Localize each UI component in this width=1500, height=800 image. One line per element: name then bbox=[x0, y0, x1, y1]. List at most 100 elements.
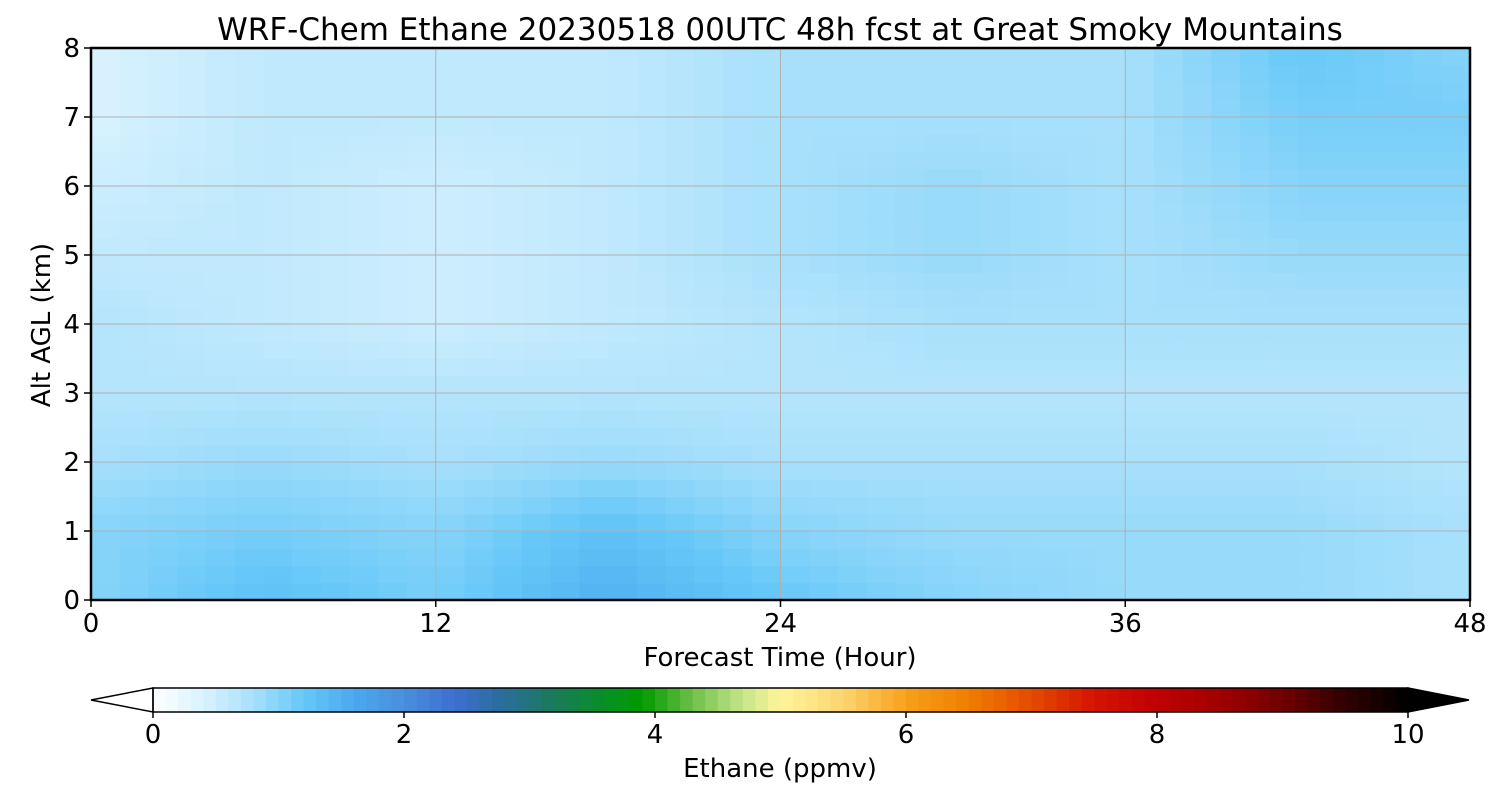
heatmap-cell bbox=[1268, 444, 1299, 463]
heatmap-cell bbox=[665, 375, 695, 394]
heatmap-cell bbox=[263, 134, 293, 153]
heatmap-cell bbox=[866, 65, 897, 84]
heatmap-cell bbox=[177, 427, 207, 446]
heatmap-cell bbox=[349, 82, 379, 101]
heatmap-cell bbox=[694, 531, 724, 549]
heatmap-cell bbox=[1182, 203, 1213, 222]
colorbar-segment bbox=[843, 688, 857, 712]
heatmap-cell bbox=[263, 82, 293, 101]
heatmap-cell bbox=[1125, 565, 1155, 584]
heatmap-cell bbox=[493, 203, 523, 222]
heatmap-cell bbox=[1326, 168, 1356, 187]
heatmap-cell bbox=[1067, 444, 1098, 463]
heatmap-cell bbox=[493, 255, 523, 273]
heatmap-cell bbox=[407, 531, 437, 549]
heatmap-cell bbox=[521, 306, 552, 325]
heatmap-cell bbox=[234, 444, 264, 463]
heatmap-cell bbox=[981, 513, 1011, 532]
heatmap-cell bbox=[1153, 565, 1184, 584]
heatmap-cell bbox=[1240, 410, 1270, 429]
heatmap-cell bbox=[1383, 444, 1414, 463]
heatmap-cell bbox=[1240, 427, 1270, 446]
heatmap-cell bbox=[1010, 393, 1040, 411]
heatmap-cell bbox=[579, 479, 609, 498]
heatmap-cell bbox=[809, 237, 839, 256]
heatmap-cell bbox=[1240, 134, 1270, 153]
colorbar-segment bbox=[1219, 688, 1233, 712]
heatmap-cell bbox=[234, 220, 264, 239]
heatmap-cell bbox=[1096, 582, 1126, 601]
heatmap-cell bbox=[1240, 479, 1270, 498]
heatmap-cell bbox=[1268, 48, 1299, 66]
heatmap-cell bbox=[1326, 462, 1356, 480]
heatmap-cell bbox=[866, 168, 897, 187]
heatmap-cell bbox=[952, 65, 983, 84]
heatmap-cell bbox=[1412, 582, 1442, 601]
heatmap-cell bbox=[464, 82, 494, 101]
heatmap-cell bbox=[493, 496, 523, 515]
heatmap-cell bbox=[1182, 496, 1213, 515]
grid-lines bbox=[91, 48, 1470, 600]
heatmap-cell bbox=[780, 48, 810, 66]
heatmap-cell bbox=[952, 375, 983, 394]
heatmap-cell bbox=[981, 444, 1011, 463]
heatmap-cell bbox=[608, 548, 638, 567]
heatmap-cell bbox=[837, 255, 868, 273]
heatmap-cell bbox=[924, 393, 954, 411]
heatmap-cell bbox=[1153, 306, 1184, 325]
heatmap-cell bbox=[579, 255, 609, 273]
heatmap-cell bbox=[91, 306, 121, 325]
heatmap-cell bbox=[952, 393, 983, 411]
heatmap-cell bbox=[1240, 324, 1270, 342]
heatmap-cell bbox=[1326, 82, 1356, 101]
heatmap-cell bbox=[1326, 272, 1356, 291]
colorbar-segment bbox=[153, 688, 167, 712]
heatmap-cell bbox=[1096, 548, 1126, 567]
heatmap-cell bbox=[521, 272, 552, 291]
heatmap-cell bbox=[1182, 375, 1213, 394]
heatmap-cell bbox=[1096, 427, 1126, 446]
heatmap-cell bbox=[665, 582, 695, 601]
heatmap-cell bbox=[1383, 237, 1414, 256]
colorbar-segment bbox=[228, 688, 242, 712]
heatmap-cell bbox=[521, 479, 552, 498]
heatmap-cell bbox=[435, 341, 466, 360]
heatmap-cell bbox=[263, 358, 293, 377]
heatmap-cell bbox=[866, 99, 897, 118]
heatmap-cell bbox=[809, 393, 839, 411]
heatmap-cell bbox=[1326, 479, 1356, 498]
heatmap-cell bbox=[263, 255, 293, 273]
heatmap-cell bbox=[148, 324, 178, 342]
heatmap-cell bbox=[895, 410, 925, 429]
heatmap-cell bbox=[435, 393, 466, 411]
heatmap-cell bbox=[378, 410, 408, 429]
heatmap-cell bbox=[493, 48, 523, 66]
heatmap-cell bbox=[981, 237, 1011, 256]
heatmap-cell bbox=[866, 48, 897, 66]
heatmap-cell bbox=[1441, 168, 1471, 187]
heatmap-cell bbox=[1211, 444, 1241, 463]
heatmap-cell bbox=[608, 565, 638, 584]
heatmap-cell bbox=[1441, 272, 1471, 291]
heatmap-cell bbox=[1383, 220, 1414, 239]
heatmap-cell bbox=[1153, 513, 1184, 532]
heatmap-cell bbox=[1211, 203, 1241, 222]
heatmap-cell bbox=[91, 203, 121, 222]
heatmap-cell bbox=[493, 444, 523, 463]
heatmap-cell bbox=[636, 393, 667, 411]
heatmap-cell bbox=[349, 48, 379, 66]
heatmap-cell bbox=[1355, 82, 1385, 101]
heatmap-cell bbox=[205, 82, 236, 101]
heatmap-cell bbox=[952, 479, 983, 498]
heatmap-cell bbox=[1441, 255, 1471, 273]
heatmap-cell bbox=[895, 548, 925, 567]
heatmap-cell bbox=[1125, 548, 1155, 567]
heatmap-cell bbox=[866, 462, 897, 480]
heatmap-cell bbox=[1125, 48, 1155, 66]
heatmap-cell bbox=[1182, 565, 1213, 584]
heatmap-cell bbox=[205, 134, 236, 153]
heatmap-cell bbox=[119, 444, 150, 463]
heatmap-cell bbox=[837, 117, 868, 135]
heatmap-cell bbox=[665, 237, 695, 256]
heatmap-cell bbox=[493, 375, 523, 394]
